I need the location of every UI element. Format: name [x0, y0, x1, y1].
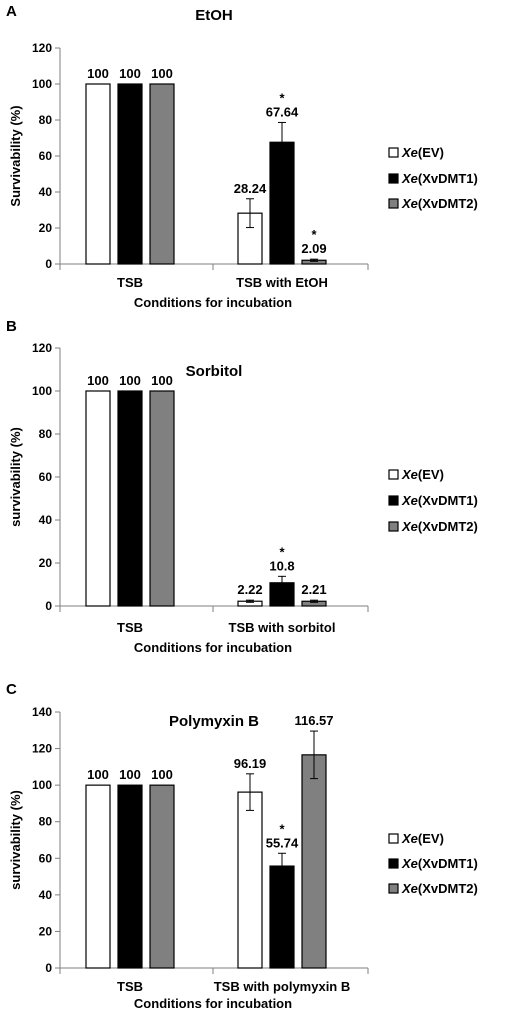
panel-a-x-axis-title: Conditions for incubation	[134, 295, 292, 310]
panel-a-data-label: 67.64	[266, 104, 299, 119]
panel-c-legend-entry: Xe(XvDMT1)	[401, 856, 478, 871]
panel-b-title: Sorbitol	[186, 363, 243, 380]
panel-c-data-label: 100	[87, 767, 109, 782]
panel-a-category-label: TSB with EtOH	[236, 275, 328, 290]
panel-a-y-tick-label: 80	[39, 113, 53, 127]
panel-a-label: A	[6, 3, 17, 20]
panel-b-y-tick-label: 100	[32, 384, 52, 398]
panel-a-y-tick-label: 20	[39, 221, 53, 235]
panel-b-data-label: 100	[119, 373, 141, 388]
panel-b-y-tick-label: 120	[32, 341, 52, 355]
panel-a-y-axis-title: Survivability (%)	[8, 105, 23, 206]
panel-a-data-label: 100	[151, 66, 173, 81]
panel-c-legend-swatch	[388, 883, 399, 894]
panel-a-data-label: 28.24	[234, 181, 267, 196]
panel-b-y-tick-label: 40	[39, 513, 53, 527]
panel-c-bar-1-2	[237, 791, 263, 969]
panel-c-legend-entry: Xe(EV)	[401, 831, 444, 846]
panel-a-legend-entry: Xe(XvDMT1)	[401, 171, 478, 186]
panel-a-legend-swatch	[388, 198, 399, 209]
panel-b-bar-2-1	[117, 390, 143, 607]
panel-c-y-tick-label: 120	[32, 742, 52, 756]
panel-c-label: C	[6, 681, 17, 698]
panel-b-bar-1-1	[85, 390, 111, 607]
panel-a-y-tick-label: 40	[39, 185, 53, 199]
panel-c-y-tick-label: 100	[32, 778, 52, 792]
panel-b-data-label: 2.22	[237, 582, 262, 597]
panel-c-data-label: 55.74	[266, 835, 299, 850]
panel-b-y-tick-label: 80	[39, 427, 53, 441]
panel-b-y-tick-label: 60	[39, 470, 53, 484]
panel-c-y-tick-label: 60	[39, 851, 53, 865]
panel-c-y-tick-label: 40	[39, 888, 53, 902]
panel-c-bar-3-2	[301, 754, 327, 969]
panel-b-legend-entry: Xe(EV)	[401, 467, 444, 482]
panel-b-y-axis-title: survivability (%)	[8, 427, 23, 527]
panel-b-y-tick-label: 0	[45, 599, 52, 613]
panel-a-category-label: TSB	[117, 275, 143, 290]
panel-b-legend-swatch	[388, 469, 399, 480]
panel-a-y-tick-label: 100	[32, 77, 52, 91]
panel-b-bar-3-1	[149, 390, 175, 607]
panel-c-category-label: TSB with polymyxin B	[214, 979, 351, 994]
panel-c-y-tick-label: 140	[32, 705, 52, 719]
panel-b-data-label: 2.21	[301, 582, 326, 597]
panel-a-title: EtOH	[195, 7, 233, 24]
panel-c-data-label: 116.57	[294, 713, 333, 728]
panel-c-y-tick-label: 80	[39, 815, 53, 829]
panel-c-data-label: 100	[119, 767, 141, 782]
panel-c-y-tick-label: 20	[39, 924, 53, 938]
panel-c-title: Polymyxin B	[169, 713, 259, 730]
panel-a-legend-swatch	[388, 147, 399, 158]
panel-c-legend-swatch	[388, 833, 399, 844]
panel-b-x-axis-title: Conditions for incubation	[134, 640, 292, 655]
panel-c-bar-3-1	[149, 784, 175, 969]
panel-a-legend-entry: Xe(EV)	[401, 145, 444, 160]
panel-a-bar-3-1	[149, 83, 175, 265]
panel-a-legend-swatch	[388, 173, 399, 184]
panel-c-bar-2-1	[117, 784, 143, 969]
panel-c-bar-2-2	[269, 865, 295, 969]
panel-b-category-label: TSB with sorbitol	[229, 620, 336, 635]
panel-b-legend-entry: Xe(XvDMT1)	[401, 493, 478, 508]
panel-a-significance-marker: *	[279, 90, 285, 105]
panel-c-bar-1-1	[85, 784, 111, 969]
panel-a-y-tick-label: 120	[32, 41, 52, 55]
panel-c-data-label: 100	[151, 767, 173, 782]
panel-c-x-axis-title: Conditions for incubation	[134, 996, 292, 1011]
panel-b-y-tick-label: 20	[39, 556, 53, 570]
panel-a-data-label: 100	[87, 66, 109, 81]
panel-c-data-label: 96.19	[234, 756, 267, 771]
panel-b-data-label: 100	[87, 373, 109, 388]
panel-a-y-tick-label: 0	[45, 257, 52, 271]
panel-b-significance-marker: *	[279, 544, 285, 559]
panel-a-data-label: 100	[119, 66, 141, 81]
panel-a-y-tick-label: 60	[39, 149, 53, 163]
panel-c-legend-entry: Xe(XvDMT2)	[401, 881, 478, 896]
panel-c-y-tick-label: 0	[45, 961, 52, 975]
panel-b-legend-swatch	[388, 521, 399, 532]
panel-b-data-label: 10.8	[269, 558, 294, 573]
panel-c-category-label: TSB	[117, 979, 143, 994]
panel-c-legend-swatch	[388, 858, 399, 869]
panel-b-category-label: TSB	[117, 620, 143, 635]
panel-c-y-axis-title: survivability (%)	[8, 790, 23, 890]
panel-a-bar-1-1	[85, 83, 111, 265]
panel-a-significance-marker: *	[311, 227, 317, 242]
panel-a-bar-2-1	[117, 83, 143, 265]
panel-b-label: B	[6, 318, 17, 335]
panel-b-legend-entry: Xe(XvDMT2)	[401, 519, 478, 534]
panel-a-data-label: 2.09	[301, 241, 326, 256]
panel-a-legend-entry: Xe(XvDMT2)	[401, 196, 478, 211]
panel-b-data-label: 100	[151, 373, 173, 388]
panel-c-significance-marker: *	[279, 821, 285, 836]
panel-b-legend-swatch	[388, 495, 399, 506]
